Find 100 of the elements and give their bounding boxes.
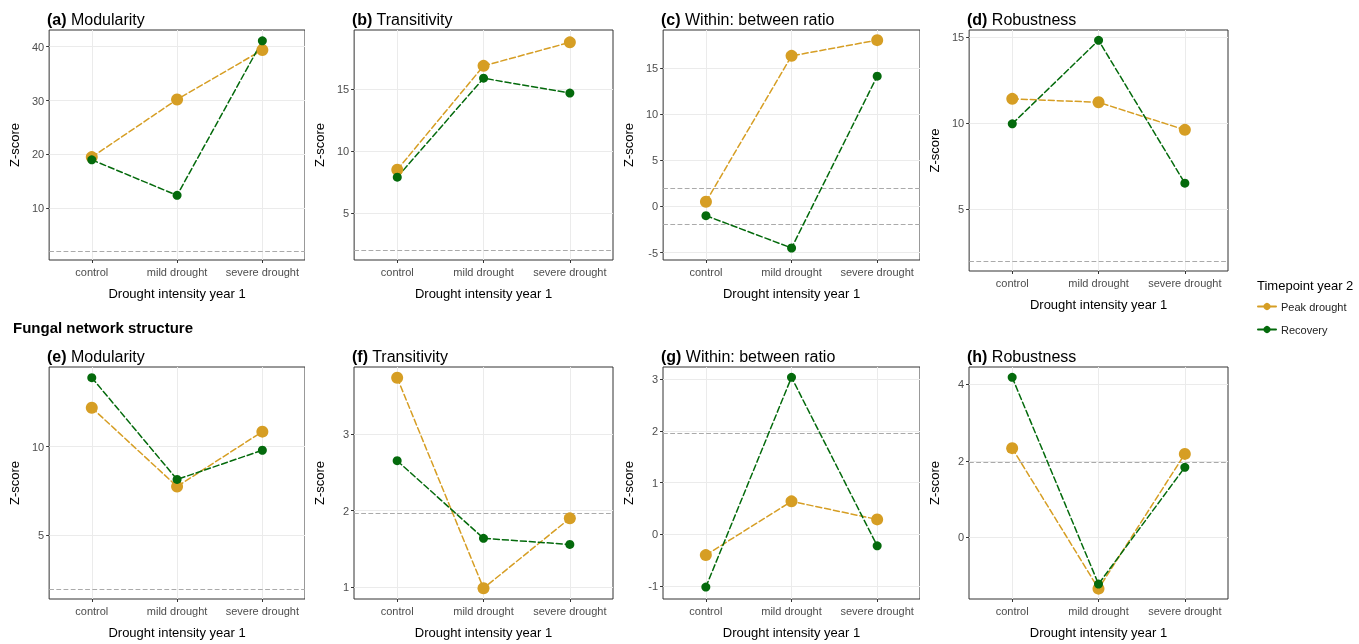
point xyxy=(1180,178,1190,188)
point xyxy=(1094,579,1103,589)
y-axis-title: Z-score xyxy=(7,122,22,168)
x-tick-label: control xyxy=(380,604,414,617)
point xyxy=(256,43,269,56)
x-tick-label: mild drought xyxy=(146,604,208,617)
x-tick-label: mild drought xyxy=(761,265,822,278)
point xyxy=(1007,119,1017,129)
y-tick-label: 5 xyxy=(958,203,965,216)
y-tick-label: 4 xyxy=(957,378,964,391)
x-tick-label: mild drought xyxy=(1068,604,1129,617)
x-axis-title: Drought intensity year 1 xyxy=(1029,625,1168,640)
x-axis-title: Drought intensity year 1 xyxy=(1029,297,1168,312)
point xyxy=(701,582,711,592)
point xyxy=(257,36,267,46)
point xyxy=(85,401,98,414)
y-tick-label: 5 xyxy=(343,207,350,220)
point xyxy=(172,190,182,200)
x-axis-title: Drought intensity year 1 xyxy=(108,625,246,640)
point xyxy=(87,155,97,165)
point xyxy=(701,211,711,221)
y-tick-label: 1 xyxy=(342,581,349,594)
legend-label: Recovery xyxy=(1281,323,1328,336)
x-tick-label: mild drought xyxy=(146,265,208,278)
point xyxy=(699,549,712,562)
x-tick-label: mild drought xyxy=(1068,276,1129,289)
point xyxy=(787,243,797,253)
point xyxy=(563,512,576,525)
chart-title: (h) Robustness xyxy=(967,347,1077,365)
x-tick-label: severe drought xyxy=(225,604,300,617)
chart-title: (b) Transitivity xyxy=(352,10,453,28)
x-axis-title: Drought intensity year 1 xyxy=(414,625,553,640)
point xyxy=(477,59,490,72)
point xyxy=(1006,92,1019,105)
y-tick-label: -1 xyxy=(648,580,658,593)
point xyxy=(785,49,798,62)
y-tick-label: 15 xyxy=(951,30,965,43)
y-axis-title: Z-score xyxy=(312,122,327,168)
point xyxy=(256,425,269,438)
y-tick-label: 10 xyxy=(645,108,659,121)
point xyxy=(479,73,489,83)
point xyxy=(1178,123,1191,136)
y-tick-label: 1 xyxy=(651,476,658,489)
x-tick-label: control xyxy=(995,604,1029,617)
x-tick-label: severe drought xyxy=(840,265,914,278)
chart-title: (a) Modularity xyxy=(47,10,145,28)
x-tick-label: severe drought xyxy=(1148,604,1222,617)
x-axis-title: Drought intensity year 1 xyxy=(414,286,553,301)
point xyxy=(1007,372,1017,382)
x-tick-label: control xyxy=(689,265,723,278)
y-axis-title: Z-score xyxy=(7,460,22,506)
y-tick-label: 15 xyxy=(336,83,350,96)
x-tick-label: control xyxy=(75,604,109,617)
y-tick-label: -5 xyxy=(648,246,659,259)
point xyxy=(1092,96,1105,109)
point xyxy=(1178,447,1191,460)
chart-subtitle: Fungal network structure xyxy=(13,319,194,336)
x-tick-label: mild drought xyxy=(453,604,514,617)
chart-title: (d) Robustness xyxy=(967,10,1077,28)
y-tick-label: 10 xyxy=(951,116,965,129)
point xyxy=(563,36,576,49)
point xyxy=(171,93,184,106)
y-axis-title: Z-score xyxy=(621,122,636,168)
y-tick-label: 40 xyxy=(31,40,45,53)
y-axis-title: Z-score xyxy=(927,460,942,506)
chart-title: (g) Within: between ratio xyxy=(661,347,836,365)
y-tick-label: 30 xyxy=(31,94,45,107)
legend-title: Timepoint year 2 xyxy=(1257,278,1354,293)
point xyxy=(871,513,884,526)
point xyxy=(477,582,490,595)
x-axis-title: Drought intensity year 1 xyxy=(722,286,861,301)
point xyxy=(391,371,404,384)
point xyxy=(392,456,402,466)
legend-label: Peak drought xyxy=(1281,300,1347,313)
point xyxy=(785,495,798,508)
x-tick-label: mild drought xyxy=(761,604,822,617)
chart-title: (c) Within: between ratio xyxy=(661,10,835,28)
x-tick-label: control xyxy=(75,265,109,278)
point xyxy=(565,539,575,549)
y-axis-title: Z-score xyxy=(927,128,942,173)
y-tick-label: 20 xyxy=(31,148,45,161)
point xyxy=(479,533,488,543)
point xyxy=(172,474,182,484)
x-tick-label: severe drought xyxy=(1148,276,1222,289)
y-tick-label: 3 xyxy=(342,427,349,440)
y-tick-label: 0 xyxy=(957,531,964,544)
y-tick-label: 10 xyxy=(31,440,45,453)
point xyxy=(1094,35,1104,45)
point xyxy=(871,34,884,47)
x-tick-label: severe drought xyxy=(840,604,914,617)
point xyxy=(257,445,267,455)
x-tick-label: mild drought xyxy=(453,265,514,278)
x-axis-title: Drought intensity year 1 xyxy=(108,286,246,301)
y-tick-label: 10 xyxy=(31,202,45,215)
point xyxy=(565,88,575,98)
x-axis-title: Drought intensity year 1 xyxy=(722,625,861,640)
y-tick-label: 2 xyxy=(651,425,658,438)
point xyxy=(787,372,796,382)
point xyxy=(1006,442,1019,455)
x-tick-label: control xyxy=(995,276,1029,289)
